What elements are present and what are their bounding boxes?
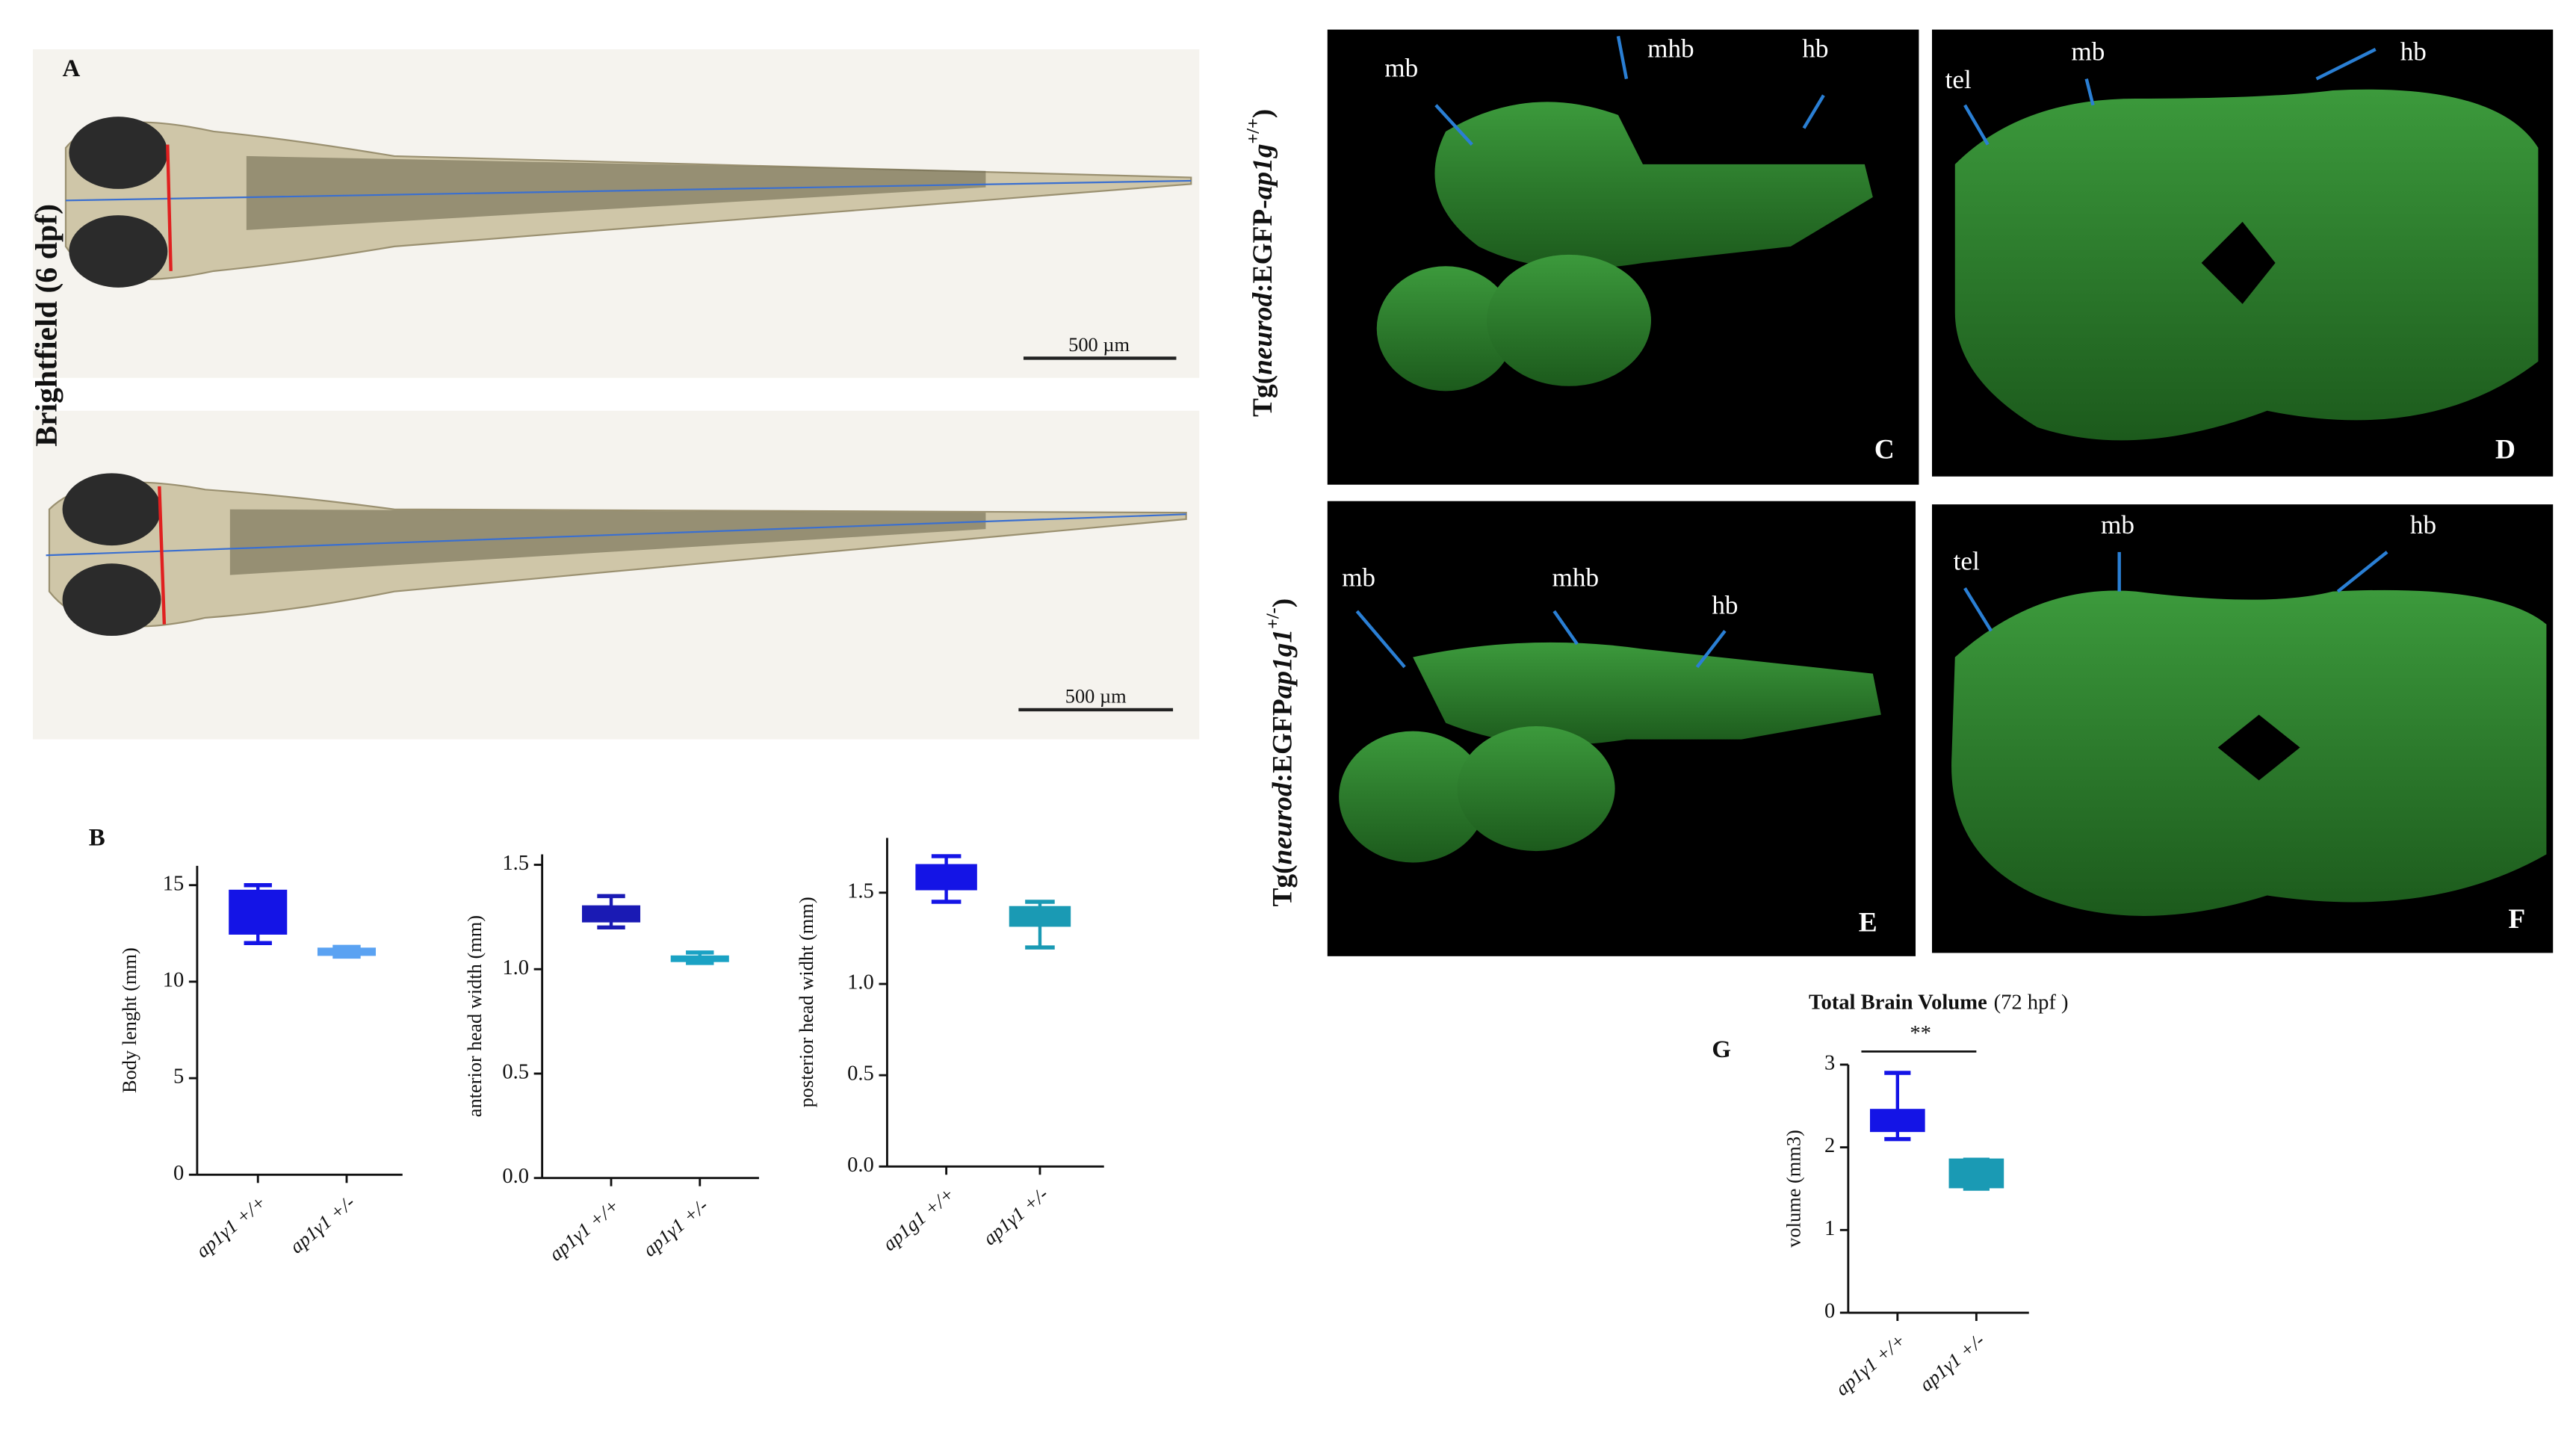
y-tick-label: 2 [1824,1134,1835,1157]
y-tick-label: 1.5 [847,879,874,903]
scale-bar-label: 500 µm [1065,685,1127,708]
scale-bar-label: 500 µm [1068,333,1130,356]
x-tick-label: ap1γ1 +/+ [545,1194,624,1265]
brain-images [1327,29,2554,956]
panel-label: G [1712,1036,1731,1063]
panel-label: F [2508,904,2525,935]
y-tick-label: 1.0 [502,956,529,979]
box [229,889,288,935]
x-tick-label: ap1γ1 +/- [285,1191,359,1258]
x-tick-label: ap1γ1 +/+ [191,1191,270,1262]
chart-subtitle: (72 hpf ) [1994,991,2069,1014]
box [1948,1158,2004,1189]
y-tick-label: 0.0 [847,1154,874,1177]
region-label: mb [2071,37,2105,66]
x-tick-label: ap1γ1 +/- [639,1194,713,1261]
y-tick-label: 0.5 [847,1062,874,1086]
x-tick-label: ap1γ1 +/- [1915,1328,1989,1396]
row-label-part: +/+ [1243,118,1263,143]
x-tick-label: ap1γ1 +/- [979,1183,1053,1250]
panel-label: E [1859,908,1877,938]
y-tick-label: 0 [1824,1300,1835,1323]
box [1009,906,1071,927]
row-label-part: ) [1248,109,1278,118]
region-label: mb [1342,563,1375,592]
y-tick-label: 3 [1824,1052,1835,1075]
y-tick-label: 1 [1824,1217,1835,1240]
row-label-part: :EGFP [1267,699,1298,782]
y-axis-label: volume (mm3) [1783,1130,1805,1248]
row-label: Tg(neurod:EGFP-ap1g+/+) [1243,109,1278,417]
row-label-part: ap1g [1248,143,1278,199]
y-axis-label: posterior head widht (mm) [795,897,817,1107]
brightfield-images [32,49,1200,740]
y-tick-label: 10 [163,968,185,991]
row-label-part: ) [1267,598,1298,607]
panel-label: B [89,824,105,851]
row-label: Tg(neurod:EGFPap1g1+/-) [1263,598,1298,907]
box [915,864,977,891]
y-tick-label: 1.0 [847,971,874,994]
y-tick-label: 0.0 [502,1165,529,1188]
chart-title-main: Total Brain Volume [1809,991,1987,1014]
significance-label: ** [1910,1022,1931,1045]
region-label: hb [1712,591,1738,620]
region-label: hb [2410,510,2436,539]
region-label: mhb [1552,563,1600,592]
region-label: hb [1802,34,1828,63]
panel-label: D [2495,434,2515,465]
row-label-part: Tg( [1267,864,1298,906]
y-tick-label: 5 [173,1065,184,1089]
x-tick-label: ap1γ1 +/+ [1831,1328,1910,1399]
row-label-part: Tg( [1248,375,1278,417]
y-axis-label: Body lenght (mm) [118,947,140,1093]
row-label-part: neurod [1267,782,1298,864]
row-label-part: +/- [1263,607,1284,629]
region-label: tel [1954,546,1980,575]
chart-title: Total Brain Volume (72 hpf ) [1809,991,2069,1014]
row-label-part: neurod [1248,291,1278,374]
region-label: mb [2101,510,2134,539]
region-label: tel [1945,65,1972,94]
box [1869,1109,1925,1133]
y-tick-label: 0.5 [502,1061,529,1084]
row-label-part: :EGFP- [1248,199,1278,293]
region-label: hb [2400,37,2427,66]
row-label: Brightfield (6 dpf) [30,204,64,447]
y-tick-label: 1.5 [502,852,529,875]
region-label: mhb [1647,34,1694,63]
x-tick-label: ap1g1 +/+ [878,1183,959,1255]
y-tick-label: 15 [163,872,185,895]
region-label: mb [1384,54,1418,83]
panel-label: A [63,55,81,82]
y-tick-label: 0 [173,1162,184,1185]
row-label-part: ap1g1 [1267,629,1298,699]
y-axis-label: anterior head width (mm) [463,915,486,1117]
panel-label: C [1874,434,1895,465]
